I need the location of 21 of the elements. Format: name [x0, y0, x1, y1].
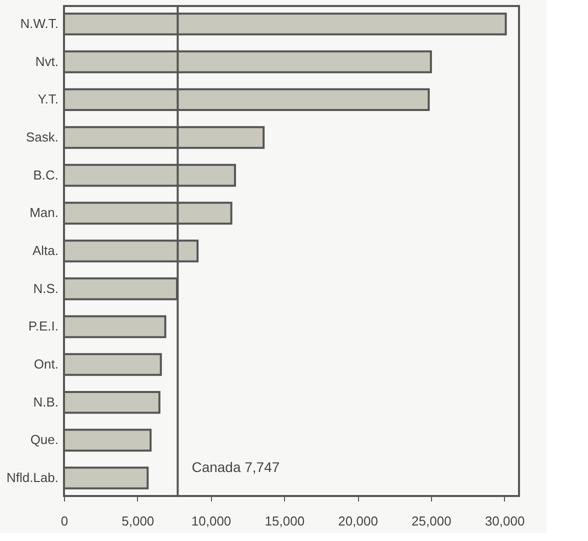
- y-tick-label: Que.: [30, 432, 58, 448]
- y-tick-label: N.S.: [33, 280, 58, 296]
- x-tick-label: 0: [60, 514, 68, 528]
- y-tick-label: P.E.I.: [28, 318, 58, 334]
- y-tick-label: Man.: [30, 205, 58, 220]
- y-tick-label: B.C.: [33, 167, 58, 182]
- x-tick-label: 5,000: [122, 514, 154, 528]
- y-tick-label: Y.T.: [38, 92, 58, 107]
- y-tick-label: N.W.T.: [20, 16, 58, 31]
- x-tick-label: 20,000: [338, 514, 378, 528]
- x-tick-label: 30,000: [484, 514, 525, 528]
- x-tick-label: 10,000: [191, 514, 232, 528]
- y-tick-label: Sask.: [26, 129, 58, 144]
- y-tick-label: Nfld.Lab.: [6, 470, 58, 486]
- y-tick-label: N.B.: [33, 394, 58, 410]
- ref-line-label: Canada 7,747: [192, 459, 280, 475]
- x-tick-label: 25,000: [412, 514, 452, 528]
- y-tick-label: Alta.: [32, 243, 58, 258]
- x-tick-label: 15,000: [264, 514, 305, 528]
- y-tick-label: Ont.: [34, 356, 58, 372]
- y-tick-label: Nvt.: [35, 54, 58, 69]
